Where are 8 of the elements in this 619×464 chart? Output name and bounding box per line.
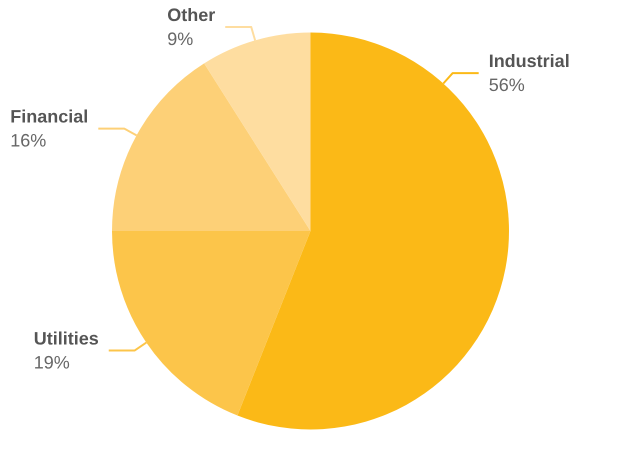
slice-label: Industrial [488,51,570,72]
data-label: 9% [167,28,194,49]
slice-label: Financial [10,106,88,127]
slice-label: Utilities [34,328,99,348]
data-label: 16% [10,130,46,151]
slice-label: Other [167,4,216,25]
data-label: 19% [34,352,70,372]
data-label: 56% [488,75,525,96]
